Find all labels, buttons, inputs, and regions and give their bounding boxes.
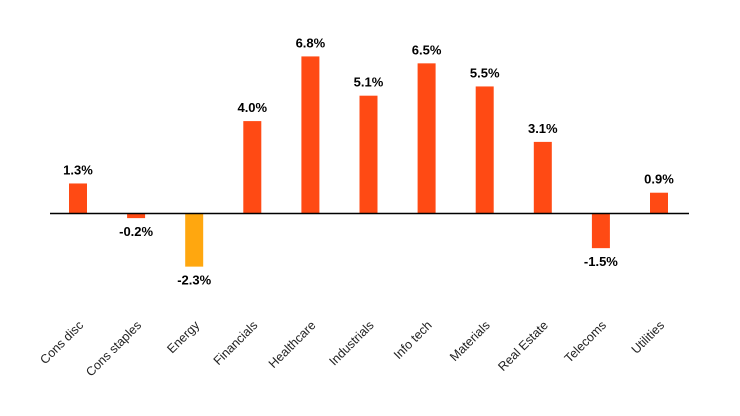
value-labels-group: 1.3% -0.2% -2.3% 4.0% 6.8% 5.1% 6.5% 5.5% 3.1% -1… [63, 35, 674, 287]
value-label-telecoms: -1.5% [584, 254, 618, 269]
category-label-financials: Financials [211, 318, 261, 368]
value-label-healthcare: 6.8% [296, 35, 326, 50]
category-label-healthcare: Healthcare [266, 318, 319, 371]
bar-materials [475, 86, 494, 214]
value-label-real-estate: 3.1% [528, 121, 558, 136]
value-label-utilities: 0.9% [644, 172, 674, 187]
bar-healthcare [301, 56, 320, 214]
bar-cons-disc [69, 183, 87, 214]
value-label-energy: -2.3% [177, 273, 211, 288]
bar-financials [243, 121, 262, 214]
category-label-utilities: Utilities [629, 318, 667, 356]
value-label-cons-disc: 1.3% [63, 162, 93, 177]
category-label-materials: Materials [447, 318, 493, 364]
value-label-info-tech: 6.5% [412, 42, 442, 57]
category-label-cons-staples: Cons staples [83, 318, 144, 379]
category-label-real-estate: Real Estate [495, 318, 551, 374]
bar-telecoms [591, 213, 610, 249]
bars-group [69, 56, 668, 267]
bar-info-tech [417, 63, 436, 214]
bar-utilities [650, 192, 668, 214]
category-label-energy: Energy [164, 318, 202, 356]
category-label-industrials: Industrials [326, 318, 376, 368]
value-label-cons-staples: -0.2% [119, 224, 153, 239]
value-label-industrials: 5.1% [354, 75, 384, 90]
category-label-cons-disc: Cons disc [37, 318, 86, 367]
value-label-materials: 5.5% [470, 65, 500, 80]
category-label-info-tech: Info tech [391, 318, 435, 362]
category-label-telecoms: Telecoms [562, 318, 609, 365]
bar-energy [185, 213, 204, 267]
bar-industrials [359, 95, 378, 214]
bar-real-estate [533, 141, 552, 214]
value-label-financials: 4.0% [237, 100, 267, 115]
bar-cons-staples [127, 213, 146, 219]
